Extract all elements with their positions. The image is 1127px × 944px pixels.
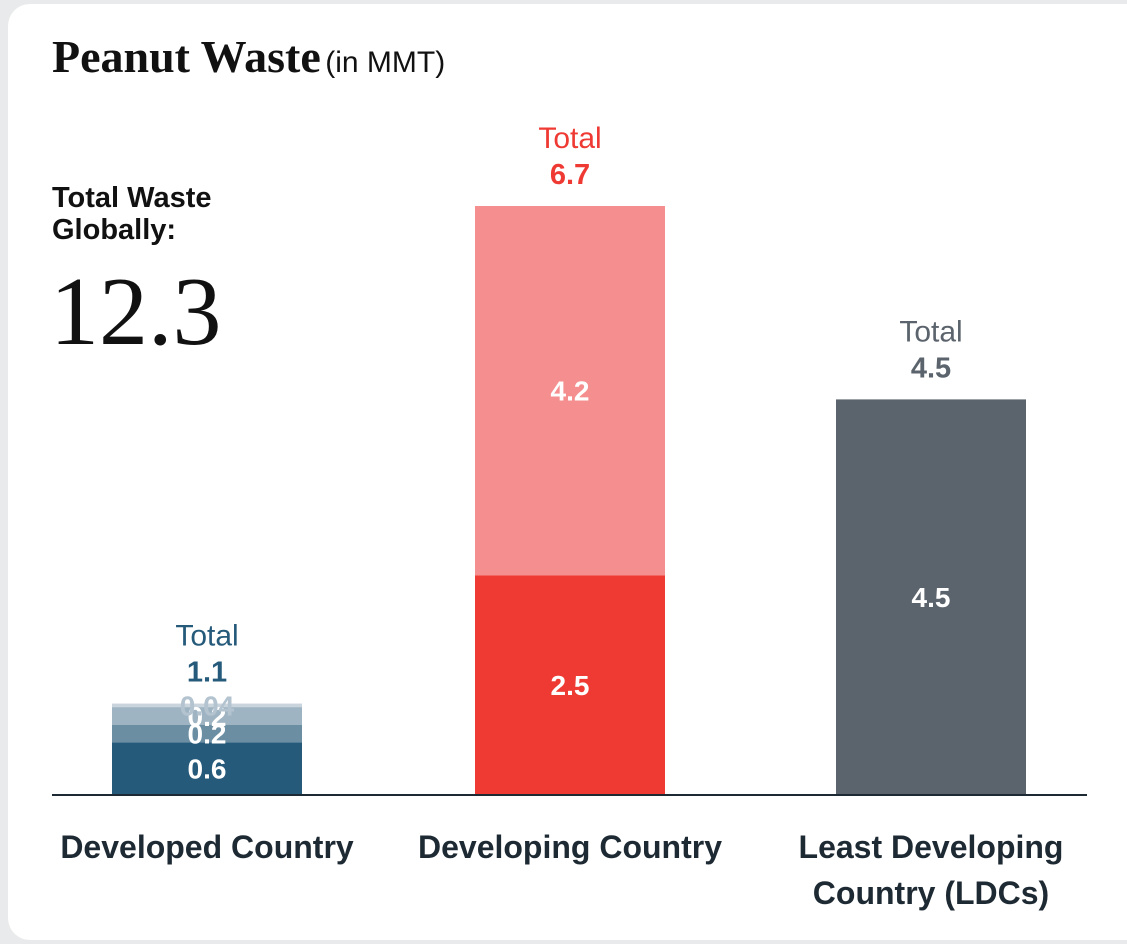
bar-segment <box>836 399 1026 795</box>
data-label: 2.5 <box>551 670 590 701</box>
total-label: Total <box>175 620 238 653</box>
x-tick-label: Least Developing Country (LDCs) <box>798 829 1064 911</box>
x-tick-label: Developing Country <box>417 829 722 865</box>
total-value: 1.1 <box>187 657 227 689</box>
data-label: 4.5 <box>912 582 951 613</box>
data-label: 0.04 <box>180 690 235 721</box>
bar-segment <box>112 742 302 795</box>
total-label: Total <box>899 315 962 348</box>
bar-segment <box>112 703 302 708</box>
total-value: 4.5 <box>911 352 951 384</box>
total-label: Total <box>538 122 601 155</box>
bar-segment <box>112 707 302 725</box>
total-value: 6.7 <box>550 159 590 191</box>
annotation-label: Total Waste Globally: <box>52 182 212 246</box>
x-tick-label: Developed Country <box>60 829 354 865</box>
bar-segment <box>475 206 665 576</box>
chart-title: Peanut Waste <box>52 31 321 82</box>
chart-subtitle: (in MMT) <box>325 46 446 79</box>
annotation-value: 12.3 <box>50 258 222 366</box>
data-label: 0.6 <box>188 754 227 785</box>
data-label: 4.2 <box>551 376 590 407</box>
bar-segment <box>475 575 665 795</box>
title-block: Peanut Waste (in MMT) <box>52 30 445 83</box>
bar-segment <box>112 724 302 743</box>
